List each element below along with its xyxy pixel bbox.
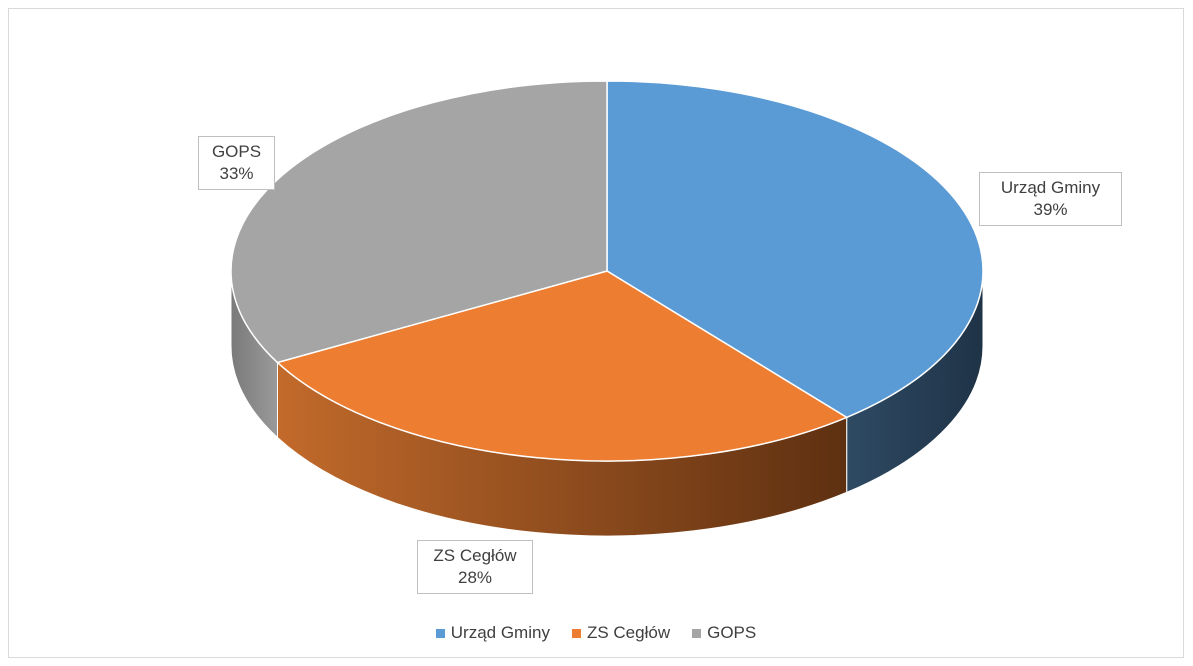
legend-item-gops: GOPS (692, 623, 756, 643)
data-label-category: ZS Cegłów (433, 546, 517, 565)
data-label-category: GOPS (211, 142, 262, 161)
data-label-value: 28% (457, 568, 493, 587)
legend-swatch (571, 628, 581, 638)
data-label-value: 33% (219, 164, 254, 183)
data-label-category: Urząd Gminy (1000, 178, 1101, 197)
legend-item-zs-ceglow: ZS Cegłów (571, 623, 671, 643)
data-label-urzad-gminy: Urząd Gminy 39% (979, 172, 1122, 226)
data-label-gops: GOPS 33% (198, 136, 275, 190)
legend: Urząd Gminy ZS Cegłów GOPS (9, 623, 1183, 643)
pie-chart (230, 80, 984, 537)
chart-area: Urząd Gminy 39% ZS Cegłów 28% GOPS 33% U… (8, 8, 1184, 658)
legend-swatch (435, 628, 445, 638)
pie-slice-urzad-gminy (606, 80, 984, 419)
legend-label: ZS Cegłów (586, 623, 671, 642)
legend-label: Urząd Gminy (450, 623, 550, 642)
pie-top-faces (230, 80, 984, 462)
data-label-value: 39% (1033, 200, 1068, 219)
legend-label: GOPS (707, 623, 757, 642)
data-label-zs-ceglow: ZS Cegłów 28% (417, 540, 533, 594)
legend-item-urzad-gminy: Urząd Gminy (435, 623, 550, 643)
pie-slice-gops (230, 80, 608, 364)
legend-swatch (692, 628, 702, 638)
pie-slice-zs-ceglow (276, 270, 849, 462)
